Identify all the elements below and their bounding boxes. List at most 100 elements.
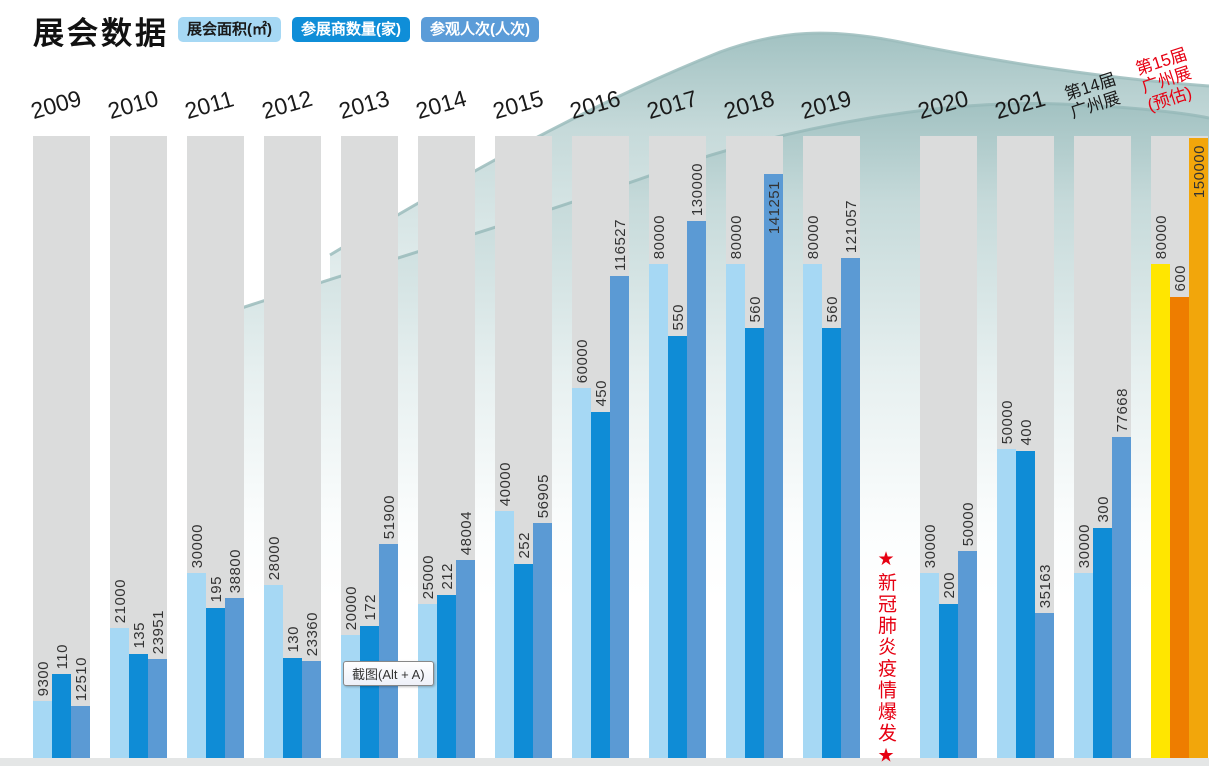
- bar-value-label: 116527: [612, 219, 629, 271]
- bar-exhibitors: [206, 608, 225, 758]
- bar-visitors: [225, 598, 244, 758]
- covid-annotation: ★新冠肺炎疫情爆发★: [875, 548, 896, 766]
- bar-visitors: [533, 523, 552, 758]
- bar-area: [187, 573, 206, 758]
- bar-visitors: [841, 258, 860, 758]
- bar-value-label: 110: [54, 643, 71, 669]
- bar-value-label: 560: [824, 296, 841, 323]
- bar-visitors: [71, 706, 90, 758]
- bar-exhibitors: [939, 604, 958, 758]
- bar-value-label: 23360: [304, 611, 321, 656]
- year-group-2021: 50000 400 35163: [997, 136, 1054, 758]
- bar-value-label: 30000: [922, 523, 939, 568]
- bar-value-label: 300: [1095, 496, 1112, 523]
- bar-visitors: [610, 276, 629, 758]
- bar-exhibitors: [591, 412, 610, 758]
- screenshot-tooltip[interactable]: 截图(Alt + A): [343, 661, 434, 686]
- bar-exhibitors: [52, 674, 71, 758]
- baseline-strip: [0, 758, 1209, 766]
- bar-visitors: [302, 661, 321, 758]
- bar-value-label: 172: [362, 594, 379, 621]
- year-group-第15届广州展(预估): 80000 600 150000: [1151, 136, 1208, 758]
- legend-item-visitors: 参观人次(人次): [421, 17, 539, 42]
- bar-exhibitors: [437, 595, 456, 758]
- bar-value-label: 38800: [227, 548, 244, 593]
- bar-value-label: 141251: [766, 181, 783, 235]
- bar-visitors: [764, 174, 783, 758]
- bar-value-label: 51900: [381, 494, 398, 539]
- bar-visitors: [687, 221, 706, 758]
- bar-exhibitors: [360, 626, 379, 758]
- bar-exhibitors: [745, 328, 764, 758]
- legend-item-exhibitors: 参展商数量(家): [292, 17, 410, 42]
- legend: 展会面积(㎡) 参展商数量(家) 参观人次(人次): [178, 17, 539, 42]
- bar-value-label: 21000: [112, 578, 129, 623]
- year-group-2012: 28000 130 23360: [264, 136, 321, 758]
- bar-exhibitors: [129, 654, 148, 758]
- bar-value-label: 80000: [805, 214, 822, 259]
- bar-area: [726, 264, 745, 758]
- bar-value-label: 135: [131, 622, 148, 649]
- bar-area: [1151, 264, 1170, 758]
- legend-item-area: 展会面积(㎡): [178, 17, 281, 42]
- bar-value-label: 25000: [420, 554, 437, 599]
- bar-visitors: [456, 560, 475, 758]
- year-group-2019: 80000 560 121057: [803, 136, 860, 758]
- bar-exhibitors: [822, 328, 841, 758]
- bar-visitors: [1035, 613, 1054, 758]
- bar-value-label: 212: [439, 563, 456, 590]
- bar-area: [264, 585, 283, 758]
- bar-area: [110, 628, 129, 758]
- year-group-2020: 30000 200 50000: [920, 136, 977, 758]
- year-group-2017: 80000 550 130000: [649, 136, 706, 758]
- bar-area: [997, 449, 1016, 758]
- bar-value-label: 121057: [843, 199, 860, 253]
- bar-value-label: 50000: [999, 399, 1016, 444]
- bar-visitors: [148, 659, 167, 758]
- bar-value-label: 30000: [189, 523, 206, 568]
- bar-value-label: 80000: [1153, 214, 1170, 259]
- year-group-2011: 30000 195 38800: [187, 136, 244, 758]
- bar-value-label: 130000: [689, 162, 706, 216]
- year-group-2014: 25000 212 48004: [418, 136, 475, 758]
- bar-area: [572, 388, 591, 758]
- bar-value-label: 200: [941, 572, 958, 599]
- bar-area: [495, 511, 514, 758]
- bar-value-label: 48004: [458, 510, 475, 555]
- year-group-第14届广州展: 30000 300 77668: [1074, 136, 1131, 758]
- bar-area: [649, 264, 668, 758]
- bar-area: [1074, 573, 1093, 758]
- bar-value-label: 450: [593, 380, 610, 407]
- bar-value-label: 30000: [1076, 523, 1093, 568]
- bar-value-label: 400: [1018, 419, 1035, 446]
- page-title: 展会数据: [33, 16, 169, 51]
- year-group-2016: 60000 450 116527: [572, 136, 629, 758]
- bar-value-label: 600: [1172, 265, 1189, 292]
- bar-area: [341, 635, 360, 758]
- bar-visitors: [958, 551, 977, 758]
- bar-value-label: 23951: [150, 609, 167, 654]
- bar-exhibitors: [668, 336, 687, 758]
- bar-value-label: 195: [208, 576, 225, 603]
- bar-exhibitors: [514, 564, 533, 758]
- bar-value-label: 9300: [35, 660, 52, 696]
- bar-value-label: 60000: [574, 338, 591, 383]
- bar-exhibitors: [1093, 528, 1112, 758]
- bar-area: [33, 701, 52, 758]
- bar-value-label: 150000: [1191, 145, 1208, 199]
- bar-value-label: 56905: [535, 473, 552, 518]
- bar-value-label: 550: [670, 304, 687, 331]
- mountain-ridge-front-edge: [204, 102, 1209, 322]
- year-group-2015: 40000 252 56905: [495, 136, 552, 758]
- bar-value-label: 35163: [1037, 563, 1054, 608]
- bar-value-label: 50000: [960, 501, 977, 546]
- bar-visitors: [1189, 138, 1208, 758]
- bar-value-label: 80000: [728, 214, 745, 259]
- year-group-2010: 21000 135 23951: [110, 136, 167, 758]
- bar-value-label: 252: [516, 532, 533, 559]
- bar-area: [920, 573, 939, 758]
- bar-value-label: 77668: [1114, 387, 1131, 432]
- bar-exhibitors: [283, 658, 302, 758]
- year-group-2018: 80000 560 141251: [726, 136, 783, 758]
